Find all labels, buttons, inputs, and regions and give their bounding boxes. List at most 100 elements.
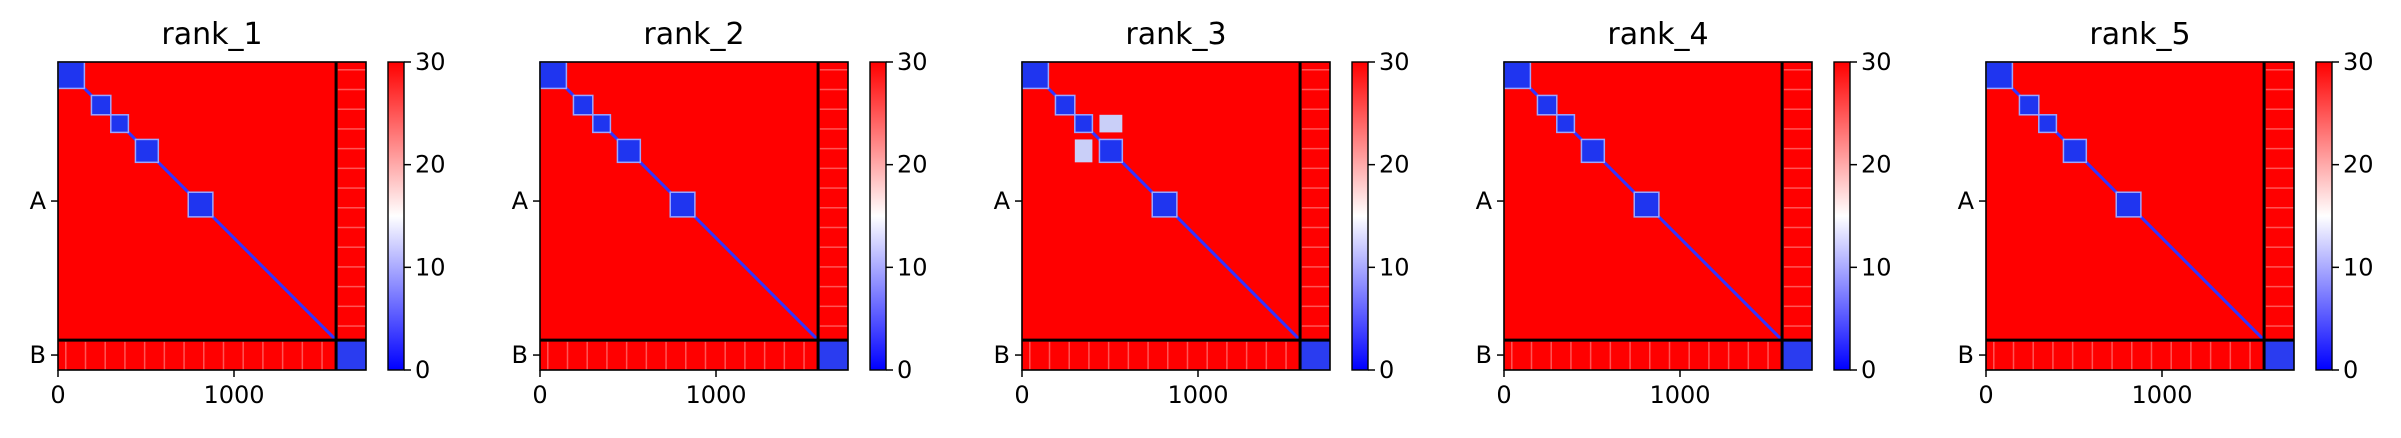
stripe xyxy=(1301,246,1330,248)
stripe xyxy=(803,341,805,370)
y-tick-label: B xyxy=(1958,341,1974,369)
x-tick-label: 1000 xyxy=(1649,381,1710,409)
stripe xyxy=(819,147,848,150)
stripe xyxy=(1783,325,1812,327)
stripe xyxy=(1668,341,1671,370)
stripe xyxy=(1747,341,1750,370)
domain-block xyxy=(187,191,214,218)
colorbar-tick-label: 20 xyxy=(2343,151,2374,179)
stripe xyxy=(1301,226,1330,229)
stripe xyxy=(665,341,667,370)
colorbar-tick-label: 20 xyxy=(415,151,446,179)
stripe xyxy=(1088,341,1090,370)
stripe xyxy=(1301,108,1330,110)
stripe xyxy=(337,167,366,170)
domain-block xyxy=(1151,191,1178,218)
colorbar xyxy=(1833,61,1851,371)
stripe xyxy=(337,207,366,209)
x-tick-label: 1000 xyxy=(1167,381,1228,409)
y-tick-label: A xyxy=(30,187,47,215)
interchain-stripes xyxy=(547,69,848,370)
colorbar-tick-label: 10 xyxy=(1379,253,1410,281)
stripe xyxy=(1167,341,1169,370)
stripe xyxy=(819,167,848,170)
stripe xyxy=(1767,341,1769,370)
domain-block xyxy=(1985,61,2014,90)
interchain-stripes xyxy=(1029,69,1330,370)
stripe xyxy=(2265,226,2294,229)
colorbar-tick-label: 0 xyxy=(415,356,430,384)
colorbar-tick-label: 10 xyxy=(2343,253,2374,281)
colorbar-tick-label: 10 xyxy=(897,253,928,281)
domain-block xyxy=(1536,94,1558,116)
stripe xyxy=(1783,88,1812,91)
colorbar-tick-label: 10 xyxy=(415,253,446,281)
stripe xyxy=(1993,341,1995,370)
colorbar-tick-label: 20 xyxy=(1379,151,1410,179)
stripe xyxy=(337,305,366,308)
stripe xyxy=(1783,69,1812,71)
stripe xyxy=(84,341,87,370)
y-tick-label: A xyxy=(1958,187,1975,215)
stripe xyxy=(1127,341,1130,370)
stripe xyxy=(203,341,205,370)
stripe xyxy=(337,128,366,130)
domain-block xyxy=(2062,138,2088,164)
stripe xyxy=(704,341,707,370)
colorbar-tick-label: 20 xyxy=(897,151,928,179)
stripe xyxy=(819,305,848,308)
stripe xyxy=(337,246,366,248)
stripe xyxy=(819,246,848,248)
y-tick-label: A xyxy=(512,187,529,215)
x-tick-label: 1000 xyxy=(2131,381,2192,409)
stripe xyxy=(685,341,687,370)
stripe xyxy=(1783,226,1812,229)
panel-title: rank_1 xyxy=(161,17,262,52)
y-tick-label: A xyxy=(1476,187,1493,215)
colorbar-tick-label: 10 xyxy=(1861,253,1892,281)
colorbar xyxy=(2315,61,2333,371)
x-tick-label: 0 xyxy=(1496,381,1511,409)
stripe xyxy=(819,88,848,91)
stripe xyxy=(1301,187,1330,189)
stripe xyxy=(1186,341,1189,370)
domain-block xyxy=(1580,138,1606,164)
stripe xyxy=(1530,341,1533,370)
stripe xyxy=(1301,285,1330,288)
stripe xyxy=(724,341,726,370)
stripe xyxy=(2209,341,2212,370)
chain-b-block xyxy=(1782,340,1812,370)
interchain-stripes xyxy=(1993,69,2294,370)
stripe xyxy=(1783,305,1812,308)
stripe xyxy=(1301,305,1330,308)
colorbar-tick-label: 0 xyxy=(2343,356,2358,384)
stripe xyxy=(819,128,848,130)
domain-block xyxy=(1503,61,1532,90)
x-tick-label: 0 xyxy=(1978,381,1993,409)
domain-block xyxy=(1054,94,1076,116)
stripe xyxy=(1783,285,1812,288)
colorbar xyxy=(387,61,405,371)
stripe xyxy=(2265,108,2294,110)
stripe xyxy=(2265,187,2294,189)
x-tick-label: 0 xyxy=(50,381,65,409)
interdomain-block xyxy=(1074,139,1093,163)
stripe xyxy=(2091,341,2094,370)
stripe xyxy=(1570,341,1572,370)
stripe xyxy=(65,341,67,370)
stripe xyxy=(1727,341,1730,370)
stripe xyxy=(819,285,848,288)
stripe xyxy=(1708,341,1710,370)
colorbar-tick-label: 0 xyxy=(897,356,912,384)
domain-block xyxy=(57,61,86,90)
stripe xyxy=(2265,266,2294,268)
stripe xyxy=(1301,69,1330,71)
colorbar xyxy=(869,61,887,371)
stripe xyxy=(1285,341,1287,370)
stripe xyxy=(1029,341,1031,370)
